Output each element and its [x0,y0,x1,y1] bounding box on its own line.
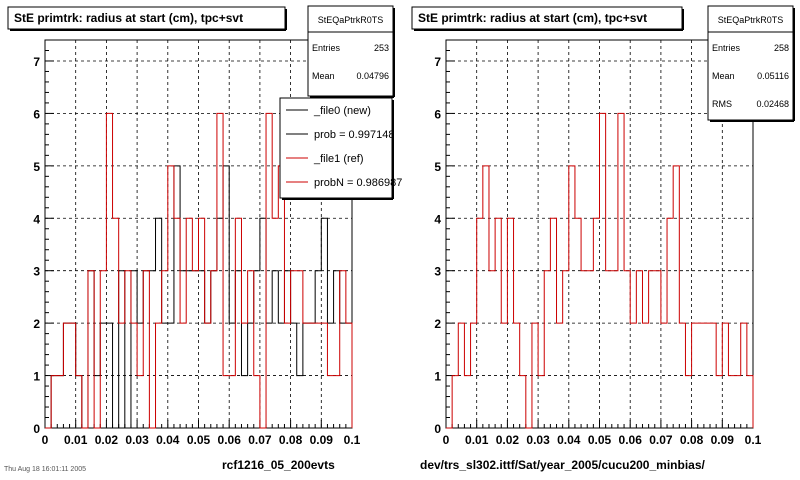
y-tick-label: 2 [434,317,441,331]
x-tick-label: 0.05 [187,433,211,447]
histogram-panel-new: 0 0.01 0.02 0.03 0.04 0.05 0.06 0.07 0.08 0.09 0.1… [7,5,402,447]
stats-box: StEQaPtrkR0TS Entries 253 Mean 0.04796 [307,5,395,98]
y-tick-label: 3 [434,265,441,279]
x-tick-label: 0.08 [279,433,303,447]
footer-right-label: dev/trs_sl302.ittf/Sat/year_2005/cucu200… [420,458,705,472]
y-tick-label: 7 [434,55,441,69]
x-tick-label: 0.01 [465,433,489,447]
legend-box: _file0 (new) prob = 0.997148 _file1 (ref) p… [279,97,402,200]
x-tick-label: 0.08 [680,433,704,447]
stats-box: StEQaPtrkR0TS Entries 258 Mean 0.05116 RMS 0.0… [707,5,795,122]
histogram-series-1 [45,112,353,429]
histogram-panel-ref: 0 0.01 0.02 0.03 0.04 0.05 0.06 0.07 0.08 0.09 0.1… [411,5,795,447]
y-tick-label: 1 [33,370,40,384]
stats-label: Mean [312,71,335,81]
chart-title: StE primtrk: radius at start (cm), tpc+s… [14,11,243,25]
y-tick-label: 5 [33,160,40,174]
timestamp-label: Thu Aug 18 16:01:11 2005 [4,466,86,473]
y-tick-label: 4 [434,212,441,226]
legend-frame [279,97,393,199]
x-tick-label: 0.02 [95,433,119,447]
stats-label: Mean [712,71,735,81]
stats-value: 0.02468 [756,99,789,109]
x-tick-label: 0.02 [496,433,520,447]
stats-frame [707,5,794,121]
x-tick-label: 0.07 [248,433,272,447]
y-tick-label: 6 [434,107,441,121]
chart-title-box: StE primtrk: radius at start (cm), tpc+s… [7,6,287,31]
x-tick-label: 0.1 [745,433,762,447]
footer-left-label: rcf1216_05_200evts [222,458,335,472]
stats-name: StEQaPtrkR0TS [318,15,384,25]
y-tick-label: 0 [33,422,40,436]
y-tick-label: 3 [33,265,40,279]
x-tick-label: 0.03 [526,433,550,447]
legend-label: _file1 (ref) [313,153,364,165]
stats-label: Entries [312,43,341,53]
x-tick-label: 0.03 [125,433,149,447]
histogram-series-0 [446,112,754,429]
stats-label: Entries [712,43,741,53]
x-tick-label: 0.09 [711,433,735,447]
y-tick-label: 5 [434,160,441,174]
stats-label: RMS [712,99,732,109]
stats-value: 0.04796 [356,71,389,81]
y-tick-label: 1 [434,370,441,384]
stats-value: 258 [774,43,789,53]
x-tick-label: 0.04 [156,433,180,447]
y-tick-label: 6 [33,107,40,121]
x-tick-label: 0.06 [619,433,643,447]
x-tick-label: 0.09 [310,433,334,447]
y-tick-label: 2 [33,317,40,331]
x-tick-label: 0.06 [218,433,242,447]
stats-value: 253 [374,43,389,53]
legend-label: probN = 0.986987 [314,177,402,189]
chart-title-box: StE primtrk: radius at start (cm), tpc+s… [411,6,684,31]
x-tick-label: 0.07 [649,433,673,447]
x-tick-label: 0 [42,433,49,447]
y-tick-label: 0 [434,422,441,436]
x-tick-label: 0.04 [557,433,581,447]
y-tick-label: 4 [33,212,40,226]
y-tick-label: 7 [33,55,40,69]
x-tick-label: 0.1 [344,433,361,447]
x-tick-label: 0.05 [588,433,612,447]
chart-title: StE primtrk: radius at start (cm), tpc+s… [418,11,647,25]
stats-name: StEQaPtrkR0TS [718,15,784,25]
stats-frame [307,5,394,97]
stats-value: 0.05116 [757,71,789,81]
x-tick-label: 0 [443,433,450,447]
legend-label: prob = 0.997148 [314,129,394,141]
x-tick-label: 0.01 [64,433,88,447]
legend-label: _file0 (new) [313,105,371,117]
